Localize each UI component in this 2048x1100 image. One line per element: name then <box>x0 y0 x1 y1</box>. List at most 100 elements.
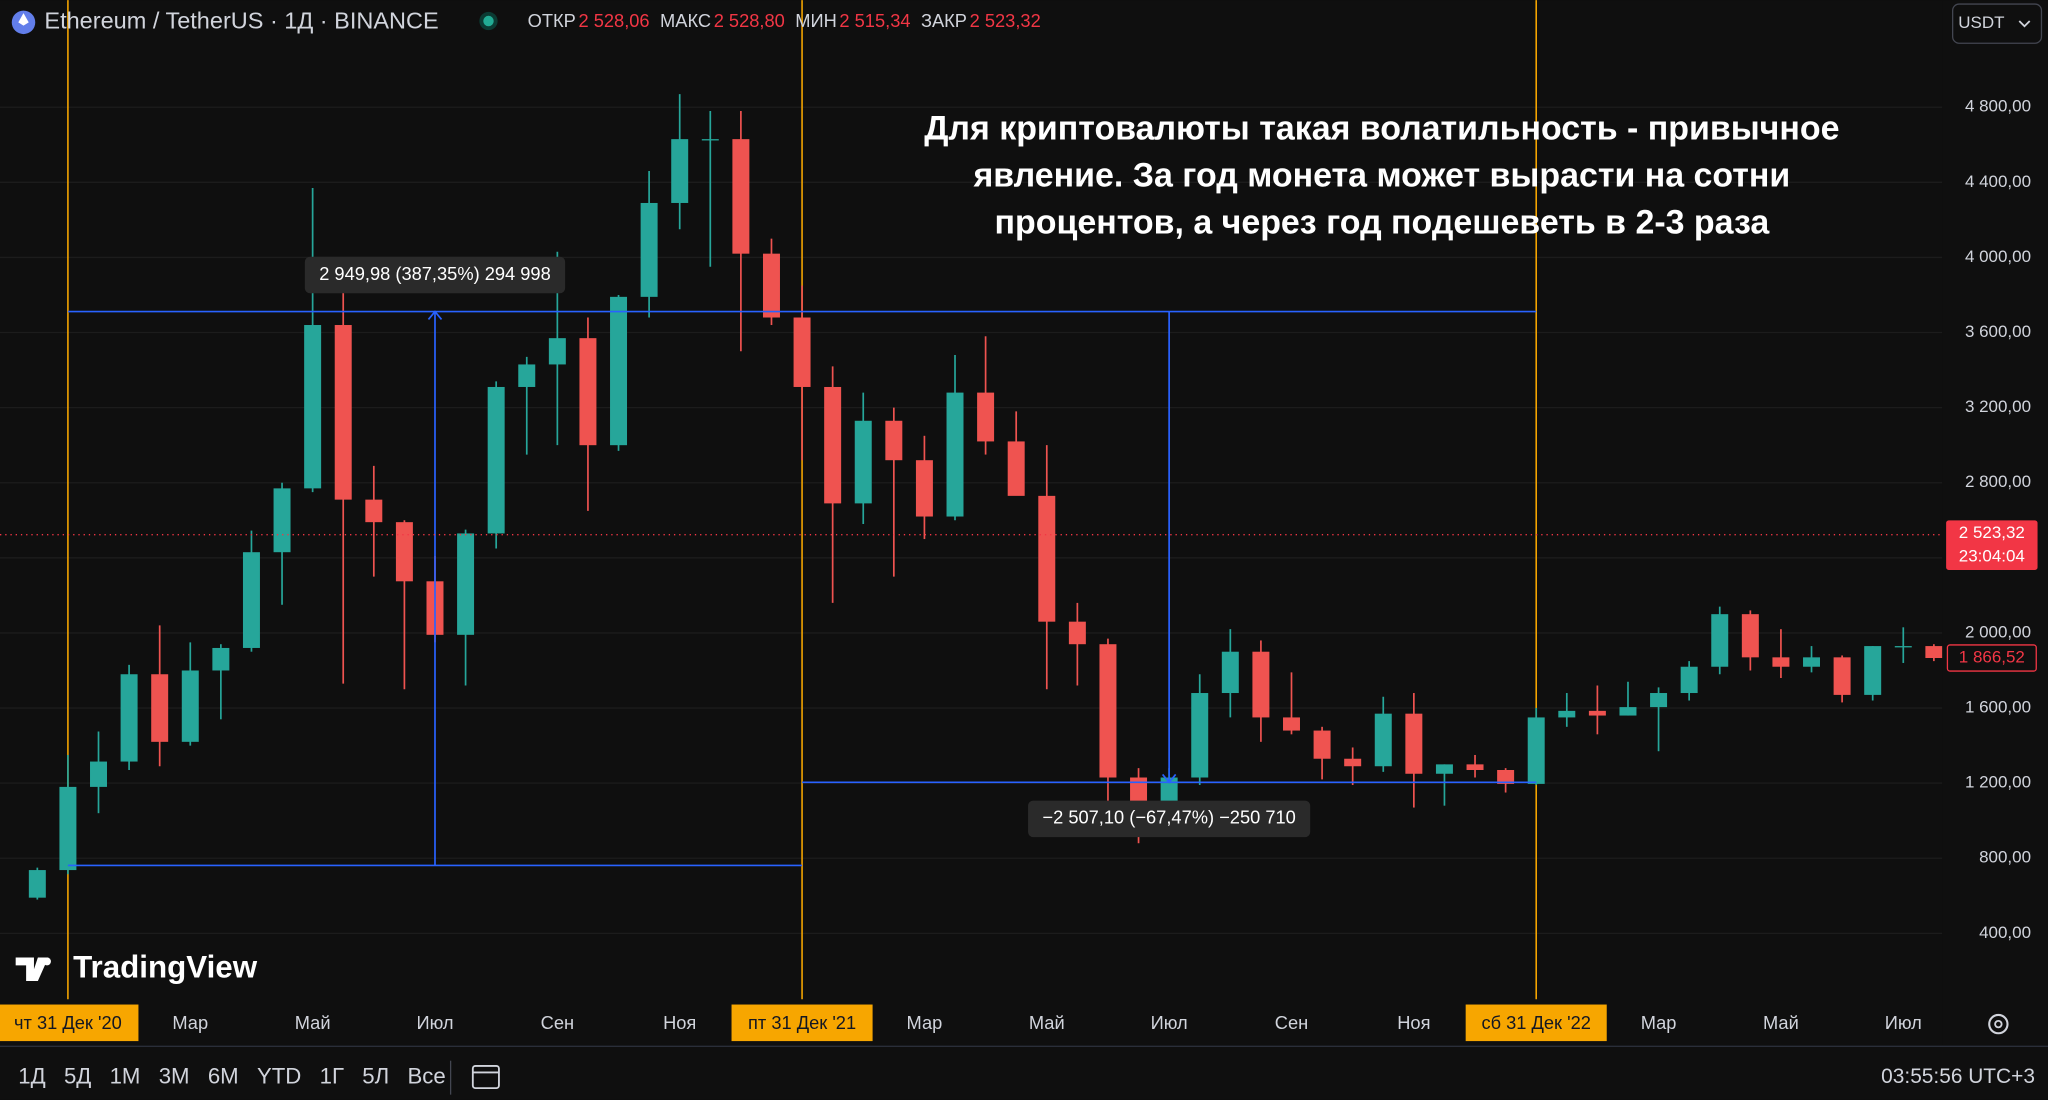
x-tick-label: Июл <box>416 1012 453 1033</box>
candle-body <box>946 392 964 517</box>
candle-body <box>59 786 77 871</box>
calendar-icon <box>471 1065 500 1090</box>
current-price-box <box>1946 520 2038 570</box>
candle-body <box>1191 693 1209 778</box>
annotation-text: Для криптовалюты такая волатильность - п… <box>924 110 1839 148</box>
candle-body <box>1894 646 1912 648</box>
measure-label-box <box>304 256 566 294</box>
candle-body <box>1099 644 1117 778</box>
y-tick-label: 4 000,00 <box>1965 247 2031 266</box>
date-marker-box <box>1465 1004 1607 1042</box>
date-range-button[interactable] <box>471 1065 500 1090</box>
ohlc-key: ЗАКР <box>921 10 967 31</box>
candle-body <box>1435 764 1453 774</box>
candle-body <box>1711 614 1729 667</box>
symbol-icon-glyph <box>18 13 29 26</box>
candle-body <box>1925 646 1943 658</box>
candle-body <box>824 386 842 504</box>
candle-body <box>548 338 566 365</box>
y-tick-label: 400,00 <box>1979 923 2031 942</box>
countdown-label: 23:04:04 <box>1959 546 2025 565</box>
settings-icon <box>1994 1019 2003 1029</box>
candle-body <box>1680 666 1698 694</box>
range-button[interactable]: 5Д <box>64 1064 91 1089</box>
range-button[interactable]: Все <box>407 1064 445 1089</box>
brand-name: TradingView <box>73 950 258 985</box>
candle-body <box>334 325 352 500</box>
y-tick-label: 2 800,00 <box>1965 472 2031 491</box>
brand-logo-dot <box>43 957 51 966</box>
plot: 2 949,98 (387,35%) 294 998 −2 507,10 (−67… <box>0 0 1943 1000</box>
candle-body <box>487 386 505 534</box>
range-button[interactable]: 1Д <box>18 1064 45 1089</box>
candle-body <box>1160 777 1178 808</box>
x-tick-label: Ноя <box>1397 1012 1430 1033</box>
candle-body <box>579 338 597 446</box>
annotation-text: явление. За год монета может вырасти на … <box>972 157 1790 195</box>
candle-body <box>212 647 230 671</box>
symbol-title[interactable]: Ethereum / TetherUS · 1Д · BINANCE <box>44 8 438 34</box>
date-marker-box <box>731 1004 873 1042</box>
candle-body <box>1313 730 1331 759</box>
range-button[interactable]: 3М <box>159 1064 190 1089</box>
range-button[interactable]: YTD <box>257 1064 301 1089</box>
y-tick-label: 800,00 <box>1979 848 2031 867</box>
clock[interactable]: 03:55:56 UTC+3 <box>1881 1065 2035 1088</box>
candle-body <box>793 317 811 387</box>
candle-body <box>1466 764 1484 770</box>
x-tick-label: Июл <box>1885 1012 1922 1033</box>
candle-body <box>701 139 719 141</box>
currency-label: USDT <box>1958 13 2004 32</box>
candle-body <box>977 392 995 442</box>
candle-body <box>1130 777 1148 808</box>
y-tick-label: 2 000,00 <box>1965 622 2031 641</box>
candle-body <box>304 325 322 489</box>
candle-body <box>1497 769 1515 784</box>
ohlc-value: 2 528,80 <box>714 10 785 31</box>
candle-body <box>1038 495 1056 622</box>
candle-body <box>732 139 750 254</box>
y-tick-label: 3 200,00 <box>1965 397 2031 416</box>
candle-body <box>1864 646 1882 695</box>
ohlc-legend: ОТКР 2 528,06 МАКС 2 528,80 МИН 2 515,34 ЗАКР 2… <box>528 10 1041 31</box>
candle-body <box>1619 707 1637 716</box>
range-button[interactable]: 1М <box>110 1064 141 1089</box>
toolbar: 1Д 5Д 1М 3М 6М YTD 1Г 5Л Все <box>18 1064 445 1089</box>
candle-body <box>242 552 260 648</box>
y-tick-label: 4 800,00 <box>1965 97 2031 116</box>
range-button[interactable]: 6М <box>208 1064 239 1089</box>
candle-body <box>640 202 658 297</box>
ohlc-key: ОТКР <box>528 10 576 31</box>
x-tick-label: Сен <box>1275 1012 1308 1033</box>
x-tick-label: Май <box>295 1012 331 1033</box>
ohlc-key: МАКС <box>660 10 711 31</box>
x-tick-label: сб 31 Дек '22 <box>1481 1012 1590 1033</box>
candle-body <box>1741 614 1759 658</box>
range-button[interactable]: 1Г <box>320 1064 344 1089</box>
candle-body <box>181 670 199 742</box>
measure-label-box <box>1028 800 1311 838</box>
candle-body <box>1283 717 1300 731</box>
candle-body <box>1833 657 1851 695</box>
range-button[interactable]: 5Л <box>362 1064 389 1089</box>
candle-body <box>1588 710 1606 716</box>
x-tick-label: пт 31 Дек '21 <box>748 1012 856 1033</box>
candle-body <box>518 364 536 387</box>
candle-body <box>365 499 383 523</box>
measure-arrow-head <box>1161 773 1177 784</box>
settings-button[interactable] <box>1988 1013 2009 1035</box>
candle-body <box>1068 621 1086 645</box>
y-tick-label: 3 600,00 <box>1965 322 2031 341</box>
candle-body <box>151 674 169 742</box>
x-tick-label: Мар <box>1641 1012 1677 1033</box>
x-tick-label: Мар <box>907 1012 943 1033</box>
brand-logo <box>15 957 49 982</box>
candle-body <box>885 420 903 461</box>
candle-body <box>1252 651 1270 718</box>
current-price-label: 2 523,32 <box>1959 523 2025 542</box>
x-tick-label: Май <box>1029 1012 1065 1033</box>
currency-button[interactable] <box>1951 3 2043 44</box>
x-tick-label: чт 31 Дек '20 <box>14 1012 122 1033</box>
